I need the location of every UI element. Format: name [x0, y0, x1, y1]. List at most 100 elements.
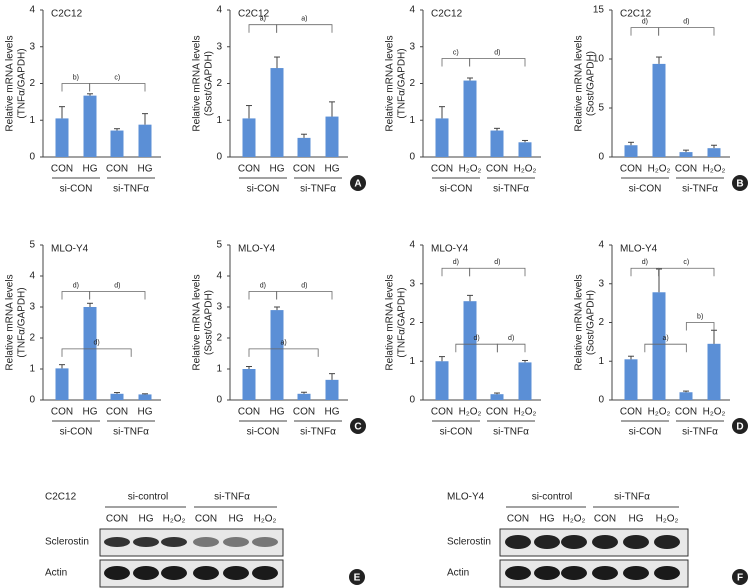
group-label: si-CON [60, 427, 93, 438]
bar [463, 80, 477, 157]
lane-label: HG [229, 514, 244, 525]
chart-title: C2C12 [620, 9, 652, 20]
band [505, 535, 531, 549]
annotation: d) [683, 18, 689, 25]
y-axis-label: Relative mRNA levels [5, 274, 16, 370]
bracket [496, 343, 526, 353]
bracket [276, 24, 333, 33]
bar [435, 361, 449, 400]
y-tick-label: 2 [409, 78, 415, 89]
lane-label: CON [507, 514, 529, 525]
lane-label: CON [106, 514, 128, 525]
y-axis-label: (Sost/GAPDH) [586, 51, 597, 116]
band [654, 566, 680, 580]
y-tick-label: 2 [29, 78, 35, 89]
panel-letter: F [737, 573, 743, 584]
bracket [469, 267, 526, 277]
panel-letter: C [354, 422, 361, 433]
bracket [61, 348, 132, 357]
chart-title: MLO-Y4 [431, 244, 469, 255]
bar [490, 394, 504, 400]
x-tick-label: H₂O₂ [514, 407, 537, 418]
annotation: a) [662, 335, 668, 342]
annotation: a) [260, 16, 266, 23]
group-label: si-TNFα [113, 427, 149, 438]
bar [463, 301, 477, 400]
group-label: si-TNFα [614, 492, 650, 503]
bar [83, 95, 97, 157]
y-tick-label: 1 [409, 115, 415, 126]
x-tick-label: CON [293, 407, 315, 418]
x-tick-label: HG [138, 164, 153, 175]
lane-label: H₂O₂ [163, 514, 186, 525]
bracket [61, 291, 91, 300]
band [104, 537, 130, 547]
y-tick-label: 4 [598, 240, 604, 251]
band [193, 566, 219, 580]
x-tick-label: CON [51, 164, 73, 175]
bar [325, 379, 339, 400]
band [252, 566, 278, 580]
bar [679, 152, 693, 157]
y-tick-label: 1 [29, 115, 35, 126]
band [654, 535, 680, 549]
x-tick-label: CON [486, 164, 508, 175]
y-tick-label: 2 [598, 317, 604, 328]
band [592, 566, 618, 580]
band [561, 535, 587, 549]
y-axis-label: (TNFα/GAPDH) [397, 287, 408, 357]
band [223, 566, 249, 580]
y-axis-label: Relative mRNA levels [192, 274, 203, 370]
x-tick-label: H₂O₂ [648, 407, 671, 418]
x-tick-label: H₂O₂ [514, 164, 537, 175]
x-tick-label: H₂O₂ [459, 164, 482, 175]
band [561, 566, 587, 580]
y-tick-label: 1 [29, 364, 35, 375]
x-tick-label: CON [675, 407, 697, 418]
bar [518, 142, 532, 157]
bracket [658, 27, 715, 36]
group-label: si-TNFα [300, 427, 336, 438]
panel-badge [350, 175, 366, 191]
band [161, 566, 187, 580]
bracket [441, 58, 471, 67]
annotation: d) [494, 49, 500, 56]
band [534, 535, 560, 549]
x-tick-label: CON [238, 164, 260, 175]
chart-title: C2C12 [431, 9, 463, 20]
group-label: si-TNFα [682, 184, 718, 195]
y-tick-label: 15 [593, 5, 605, 16]
bar [707, 343, 721, 400]
group-label: si-CON [247, 427, 280, 438]
annotation: d) [301, 282, 307, 289]
annotation: d) [473, 335, 479, 342]
annotation: d) [494, 259, 500, 266]
y-axis-label: (TNFα/GAPDH) [397, 48, 408, 118]
panel-letter: E [354, 573, 361, 584]
bracket [658, 267, 715, 277]
annotation: c) [683, 259, 689, 266]
bracket [248, 291, 278, 300]
y-axis-label: (TNFα/GAPDH) [17, 48, 28, 118]
y-axis-label: (TNFα/GAPDH) [17, 287, 28, 357]
band [133, 566, 159, 580]
x-tick-label: HG [325, 407, 340, 418]
chart-title: MLO-Y4 [238, 244, 276, 255]
y-tick-label: 3 [29, 41, 35, 52]
y-axis-label: Relative mRNA levels [5, 35, 16, 131]
y-tick-label: 4 [216, 5, 222, 16]
y-tick-label: 3 [216, 41, 222, 52]
band [592, 535, 618, 549]
band [193, 537, 219, 547]
panel-badge [732, 418, 748, 434]
bar [707, 148, 721, 157]
y-tick-label: 2 [216, 78, 222, 89]
y-tick-label: 3 [29, 302, 35, 313]
lane-label: CON [195, 514, 217, 525]
x-tick-label: HG [325, 164, 340, 175]
band [104, 566, 130, 580]
y-axis-label: Relative mRNA levels [385, 35, 396, 131]
y-tick-label: 2 [409, 317, 415, 328]
lane-label: CON [594, 514, 616, 525]
x-tick-label: H₂O₂ [703, 407, 726, 418]
